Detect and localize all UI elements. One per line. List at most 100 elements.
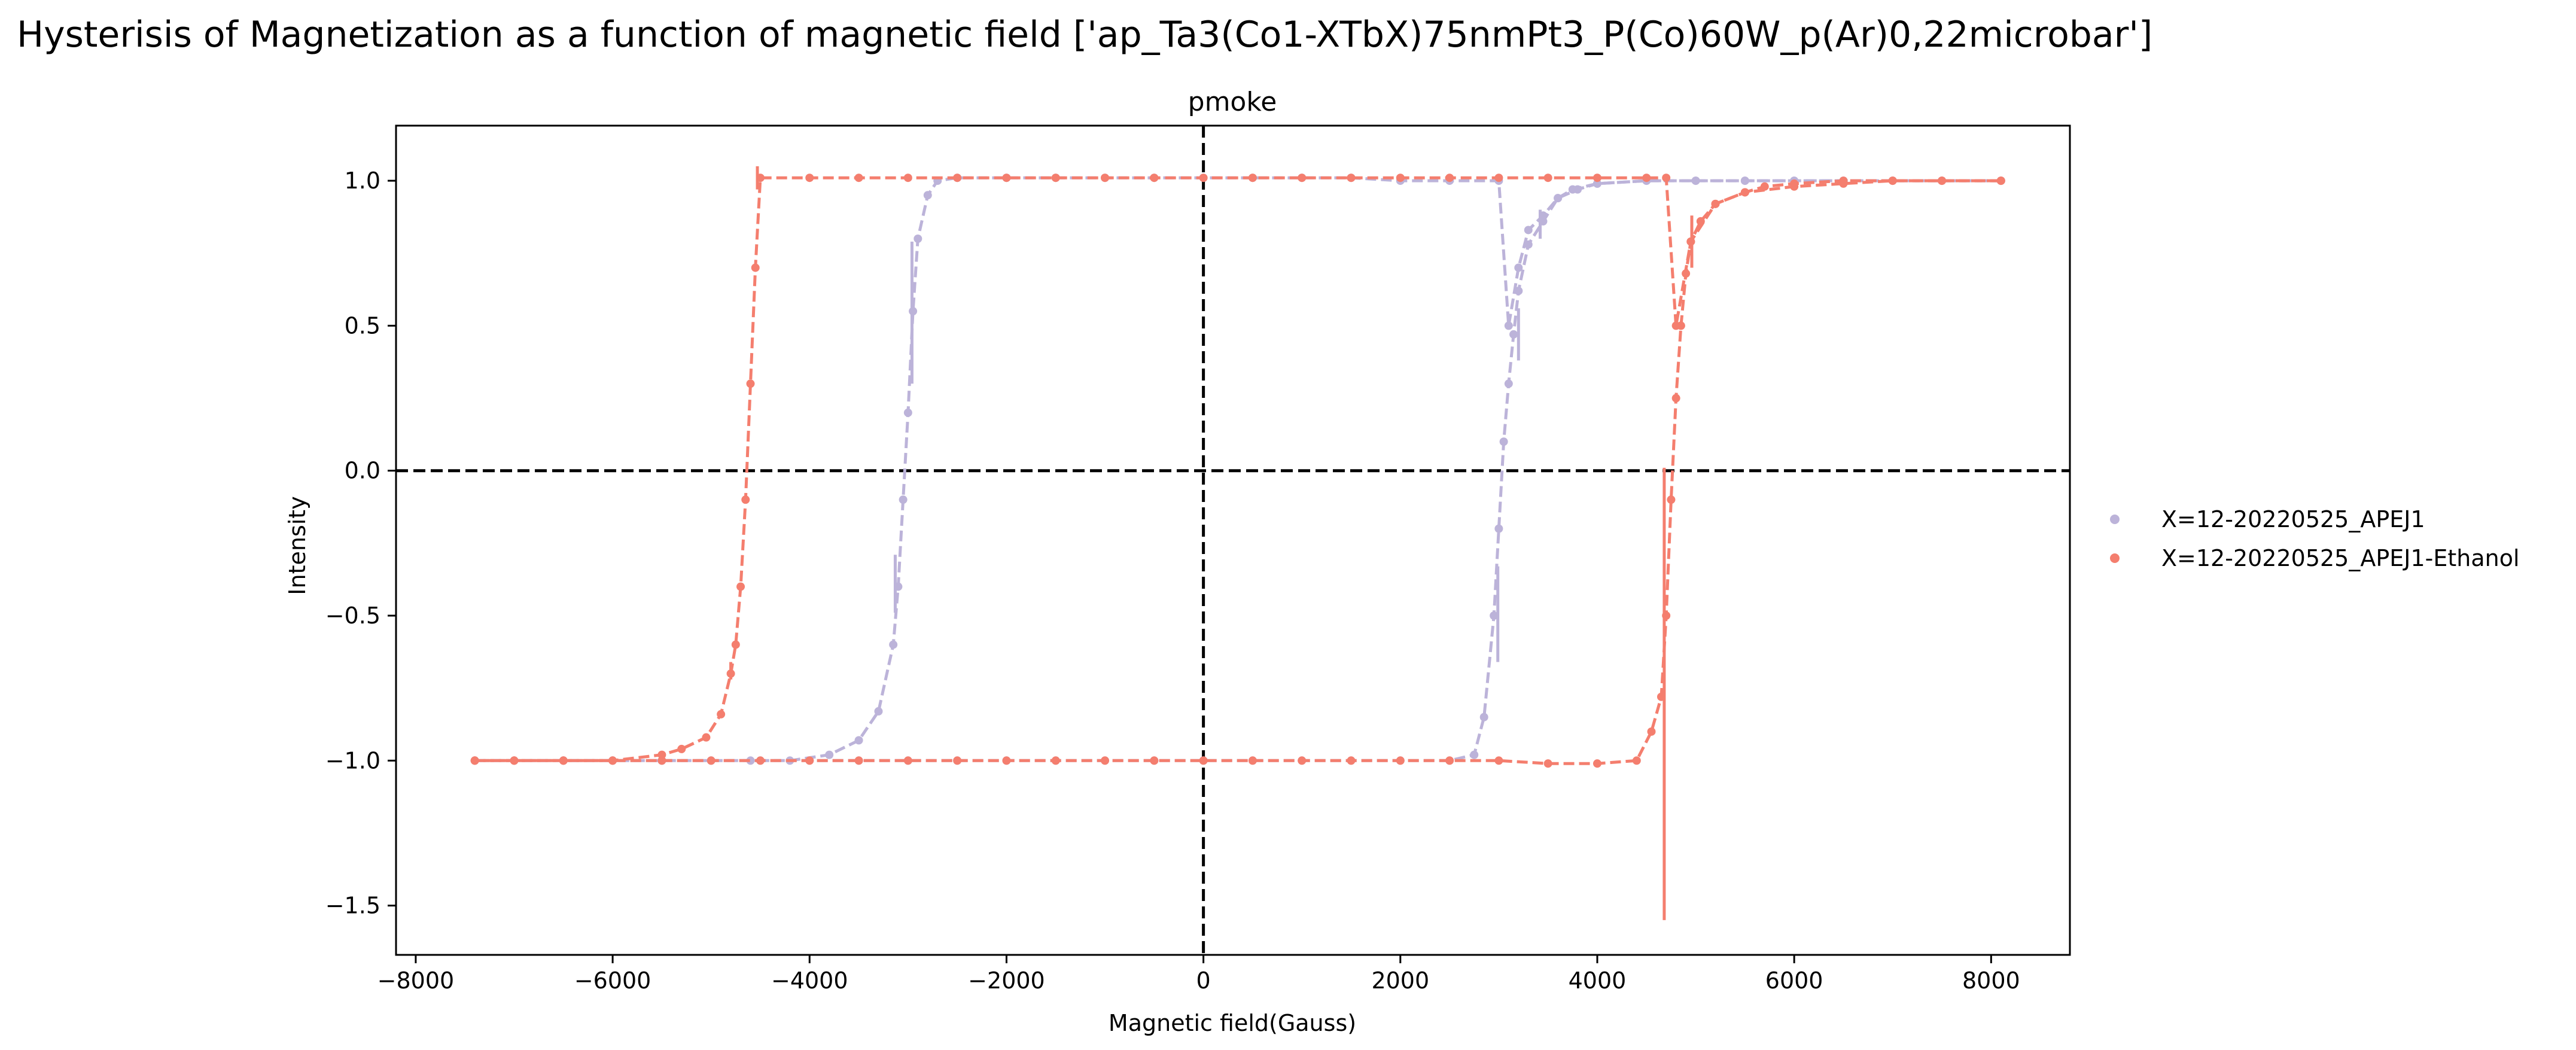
- series-2-point: [1632, 756, 1641, 765]
- series-2-point: [1543, 759, 1552, 768]
- series-2-point: [470, 756, 479, 765]
- series-2-point: [1199, 756, 1208, 765]
- series-1-point: [1514, 287, 1523, 296]
- x-tick-label: −6000: [574, 967, 651, 994]
- series-1-point: [1554, 194, 1563, 203]
- x-tick-label: −2000: [968, 967, 1045, 994]
- series-1-point: [923, 191, 932, 200]
- series-2-point: [1199, 174, 1208, 182]
- series-1-point: [1494, 524, 1503, 533]
- series-1-ascending-branch-line: [474, 179, 2001, 762]
- series-1-point: [1509, 330, 1518, 339]
- series-2-point: [1839, 179, 1848, 188]
- series-1-point: [874, 707, 883, 716]
- y-tick-label: −0.5: [325, 602, 380, 629]
- chart-title: Hysterisis of Magnetization as a functio…: [17, 14, 2152, 56]
- series-2-point: [1445, 756, 1454, 765]
- series-2-point: [805, 174, 814, 182]
- series-2-point: [1347, 174, 1356, 182]
- series-2-point: [903, 174, 912, 182]
- series-1-point: [903, 408, 912, 417]
- series-2-descending-branch-line: [474, 176, 2001, 762]
- series-2-point: [953, 756, 962, 765]
- series-2-point: [741, 495, 750, 504]
- series-2-point: [1101, 174, 1110, 182]
- series-1-point: [854, 736, 863, 745]
- x-tick-label: 0: [1196, 967, 1211, 994]
- series-2-point: [1671, 394, 1680, 403]
- series-2-point: [1298, 174, 1307, 182]
- legend: X=12-20220525_APEJ1 X=12-20220525_APEJ1-E…: [2110, 506, 2520, 571]
- series-1-point: [1479, 713, 1488, 722]
- series-1-point: [1490, 611, 1499, 620]
- series-2-point: [1002, 174, 1011, 182]
- y-tick-label: 0.5: [345, 312, 380, 339]
- series-2-point: [510, 756, 519, 765]
- plot-frame: [395, 124, 2071, 956]
- series-1-point: [1524, 240, 1533, 249]
- series-2-point: [1101, 756, 1110, 765]
- series-2-point: [1711, 199, 1720, 208]
- series-1-point: [1573, 185, 1582, 194]
- series-2-point: [707, 756, 715, 765]
- series-2-point: [1051, 756, 1060, 765]
- series-2-point: [1396, 756, 1405, 765]
- series-2-point: [1642, 174, 1651, 182]
- series-1-point: [1470, 750, 1479, 759]
- series-2-point: [1298, 756, 1307, 765]
- series-2-point: [731, 640, 740, 649]
- x-tick-label: 2000: [1371, 967, 1429, 994]
- chart-subtitle: pmoke: [1188, 87, 1277, 117]
- series-2-point: [1888, 176, 1897, 185]
- series-1-point: [1593, 179, 1601, 188]
- series-1-point: [1691, 176, 1700, 185]
- series-1-point: [746, 756, 755, 765]
- y-tick-label: −1.5: [325, 893, 380, 919]
- series-2-point: [559, 756, 568, 765]
- series-2-point: [1667, 495, 1676, 504]
- series-1-point: [1504, 379, 1513, 388]
- series-2-point: [1248, 756, 1257, 765]
- series-2-point: [1790, 182, 1799, 191]
- series-2-point: [854, 756, 863, 765]
- series-1-point: [914, 235, 922, 243]
- series-2-point: [1494, 174, 1503, 182]
- series-2-point: [1051, 174, 1060, 182]
- series-2-point: [1396, 174, 1405, 182]
- series-1-point: [825, 750, 834, 759]
- legend-label-2: X=12-20220525_APEJ1-Ethanol: [2161, 545, 2520, 571]
- series-2-point: [1938, 176, 1947, 185]
- x-axis-label: Magnetic field(Gauss): [1109, 1010, 1356, 1036]
- series-2-point: [1662, 174, 1671, 182]
- series-2-point: [1150, 756, 1159, 765]
- series-2-point: [1760, 182, 1769, 191]
- series-2-point: [1647, 727, 1656, 736]
- y-tick-label: −1.0: [325, 747, 380, 774]
- x-tick-label: −8000: [377, 967, 455, 994]
- y-tick-label: 1.0: [345, 168, 380, 194]
- series-2-point: [717, 710, 726, 719]
- series-2-point: [657, 756, 666, 765]
- series-2-point: [1996, 176, 2005, 185]
- series-2-point: [702, 733, 711, 742]
- legend-marker-1: [2110, 515, 2120, 524]
- series-2-point: [657, 750, 666, 759]
- y-axis-label: Intensity: [284, 496, 310, 595]
- series-2-point: [677, 744, 686, 753]
- series-2-point: [1593, 759, 1601, 768]
- legend-label-1: X=12-20220525_APEJ1: [2161, 506, 2425, 532]
- series-1-point: [899, 495, 908, 504]
- series-2-point: [1445, 174, 1454, 182]
- series-1-point: [1514, 263, 1523, 272]
- series-2-point: [751, 263, 760, 272]
- series-2-point: [1543, 174, 1552, 182]
- series-2-point: [1676, 321, 1685, 330]
- series-2-point: [1494, 756, 1503, 765]
- series-2-point: [1248, 174, 1257, 182]
- series-2-point: [1682, 269, 1691, 278]
- y-tick-label: 0.0: [345, 458, 380, 484]
- series-2-point: [608, 756, 617, 765]
- series-2-point: [1150, 174, 1159, 182]
- series-2-point: [736, 582, 745, 591]
- series-1-point: [889, 640, 898, 649]
